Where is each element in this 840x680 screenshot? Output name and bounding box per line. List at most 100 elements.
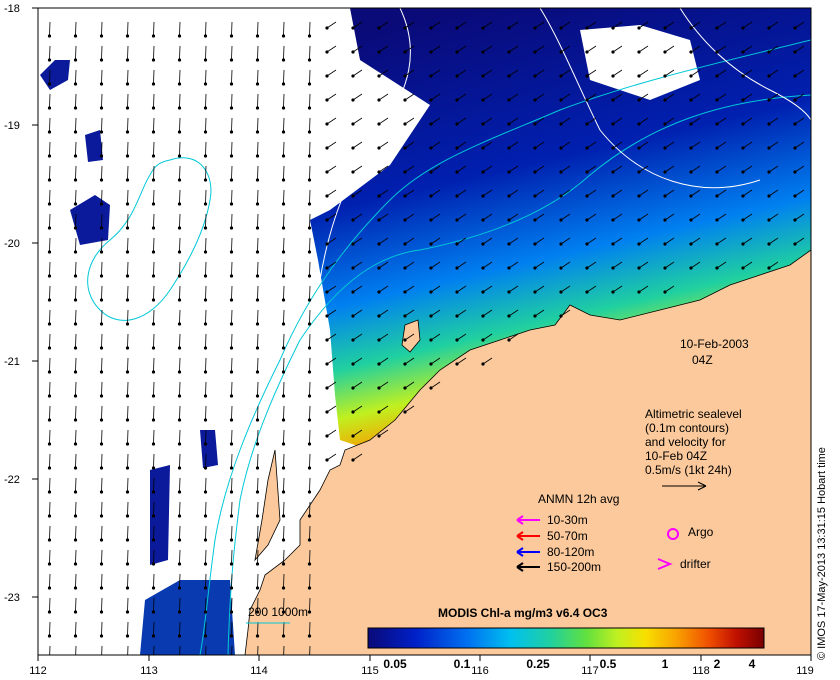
velocity-vector	[508, 237, 519, 245]
velocity-vector	[586, 189, 597, 197]
velocity-vector-head	[429, 50, 433, 54]
velocity-vector-head	[307, 466, 312, 470]
velocity-vector-head	[455, 170, 459, 174]
velocity-vector	[179, 357, 181, 373]
velocity-vector	[794, 165, 805, 173]
velocity-vector-head	[351, 338, 355, 342]
velocity-vector-head	[767, 26, 771, 30]
velocity-vector-head	[507, 26, 511, 30]
velocity-vector	[309, 453, 311, 469]
velocity-vector-head	[177, 274, 182, 278]
colorbar-gradient	[367, 627, 765, 649]
velocity-vector-head	[325, 362, 329, 366]
velocity-vector-head	[481, 242, 485, 246]
velocity-vector	[508, 21, 519, 29]
velocity-vector	[352, 285, 363, 293]
velocity-vector	[309, 501, 311, 517]
velocity-vector	[534, 213, 545, 221]
velocity-vector-head	[151, 58, 156, 62]
velocity-vector	[75, 525, 77, 541]
velocity-vector-head	[203, 322, 208, 326]
velocity-vector-head	[99, 466, 104, 470]
velocity-vector-head	[559, 146, 563, 150]
velocity-vector	[742, 237, 753, 245]
velocity-vector-head	[73, 562, 78, 566]
velocity-vector-head	[47, 202, 52, 206]
velocity-vector	[283, 549, 285, 565]
velocity-vector-head	[559, 170, 563, 174]
velocity-vector-head	[151, 514, 156, 518]
velocity-vector-head	[637, 122, 641, 126]
velocity-vector	[482, 117, 493, 125]
velocity-vector-head	[255, 82, 260, 86]
velocity-vector	[49, 453, 51, 469]
velocity-vector	[49, 621, 51, 637]
velocity-vector	[231, 477, 233, 493]
velocity-vector	[179, 309, 181, 325]
velocity-vector-head	[559, 194, 563, 198]
velocity-vector	[205, 189, 207, 205]
velocity-vector	[127, 525, 129, 541]
velocity-vector	[75, 573, 77, 589]
velocity-vector	[231, 165, 233, 181]
velocity-vector	[352, 141, 363, 149]
velocity-vector-head	[663, 266, 667, 270]
velocity-vector-head	[325, 98, 329, 102]
velocity-vector-head	[325, 122, 329, 126]
velocity-vector	[205, 117, 207, 133]
velocity-vector	[482, 189, 493, 197]
velocity-vector-head	[377, 146, 381, 150]
velocity-vector	[309, 117, 311, 133]
velocity-vector	[534, 261, 545, 269]
velocity-vector-head	[455, 26, 459, 30]
velocity-vector-head	[611, 98, 615, 102]
velocity-vector	[101, 189, 103, 205]
velocity-vector	[508, 117, 519, 125]
velocity-vector-head	[229, 418, 234, 422]
velocity-vector	[768, 93, 779, 101]
velocity-vector	[205, 21, 207, 37]
velocity-vector	[534, 237, 545, 245]
velocity-vector	[534, 309, 545, 317]
x-tick-label: 117	[581, 665, 599, 677]
velocity-vector	[430, 213, 441, 221]
velocity-vector	[257, 525, 259, 541]
velocity-vector-head	[47, 322, 52, 326]
y-tick-label: -18	[4, 3, 20, 15]
velocity-vector	[309, 165, 311, 181]
velocity-vector	[430, 333, 441, 341]
velocity-vector-head	[429, 122, 433, 126]
velocity-vector-head	[533, 74, 537, 78]
velocity-vector	[768, 261, 779, 269]
velocity-vector	[508, 333, 519, 341]
velocity-vector	[586, 237, 597, 245]
velocity-vector-head	[351, 218, 355, 222]
velocity-vector-head	[177, 226, 182, 230]
velocity-vector	[430, 237, 441, 245]
velocity-vector-head	[281, 250, 286, 254]
velocity-vector	[586, 213, 597, 221]
velocity-vector-head	[151, 322, 156, 326]
velocity-vector	[205, 69, 207, 85]
velocity-vector	[612, 285, 623, 293]
velocity-vector-head	[377, 194, 381, 198]
velocity-vector	[49, 21, 51, 37]
velocity-vector-head	[177, 586, 182, 590]
velocity-vector-head	[151, 202, 156, 206]
velocity-vector	[257, 573, 259, 589]
velocity-vector-head	[403, 50, 407, 54]
velocity-vector	[205, 621, 207, 637]
velocity-vector	[586, 141, 597, 149]
velocity-vector	[352, 333, 363, 341]
velocity-vector	[75, 117, 77, 133]
velocity-vector	[127, 261, 129, 277]
velocity-vector	[101, 45, 103, 61]
x-tick-label: 114	[250, 665, 268, 677]
velocity-vector	[716, 261, 727, 269]
velocity-vector	[153, 405, 155, 421]
velocity-vector-head	[151, 106, 156, 110]
velocity-vector-head	[767, 218, 771, 222]
velocity-vector	[352, 93, 363, 101]
argo-label: Argo	[688, 525, 714, 539]
velocity-vector-head	[559, 50, 563, 54]
